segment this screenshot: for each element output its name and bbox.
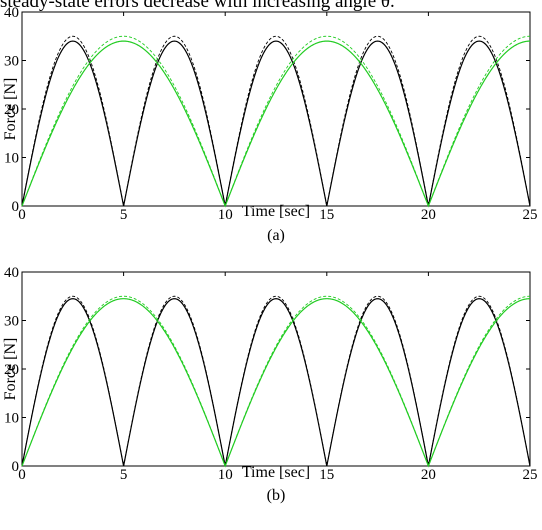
x-tick-label: 5 [120, 467, 128, 483]
series-green-dashed-line [21, 295, 531, 468]
y-tick-label: 30 [4, 314, 19, 330]
plot-frame [21, 271, 531, 467]
y-axis-label: Force [N] [2, 338, 19, 401]
panel-label: (b) [267, 487, 286, 504]
y-tick-label: 20 [4, 362, 19, 378]
x-tick-label: 15 [319, 207, 334, 223]
x-tick-label: 10 [218, 207, 233, 223]
y-tick-label: 40 [4, 5, 19, 21]
x-axis-label: Time [sec] [242, 203, 310, 220]
y-tick-label: 0 [12, 199, 20, 215]
x-tick-label: 20 [421, 207, 436, 223]
x-tick-label: 0 [18, 207, 26, 223]
series-black-dashed-line [21, 35, 531, 207]
series-green-solid-line [21, 298, 531, 468]
series-black-solid-line [21, 40, 531, 207]
x-tick-label: 10 [218, 467, 233, 483]
x-tick-label: 25 [523, 207, 538, 223]
x-tick-label: 20 [421, 467, 436, 483]
y-tick-label: 30 [4, 54, 19, 70]
y-tick-label: 20 [4, 102, 19, 118]
x-tick-label: 0 [18, 467, 26, 483]
y-tick-label: 40 [4, 265, 19, 281]
y-axis-label: Force [N] [2, 78, 19, 141]
chart-panel-a [21, 11, 531, 208]
x-tick-label: 5 [120, 207, 128, 223]
series-green-solid-line [21, 40, 531, 208]
series-black-dashed-line [21, 295, 531, 467]
panel-label: (a) [267, 227, 285, 244]
chart-panel-b [21, 271, 531, 468]
series-green-dashed-line [21, 35, 531, 208]
caption-fragment: steady-state errors decrease with increa… [0, 0, 395, 12]
x-axis-label: Time [sec] [242, 464, 310, 481]
series-black-solid-line [21, 298, 531, 467]
y-tick-label: 10 [4, 151, 19, 167]
y-tick-label: 0 [12, 459, 20, 475]
x-tick-label: 15 [319, 467, 334, 483]
y-tick-label: 10 [4, 411, 19, 427]
x-tick-label: 25 [523, 467, 538, 483]
